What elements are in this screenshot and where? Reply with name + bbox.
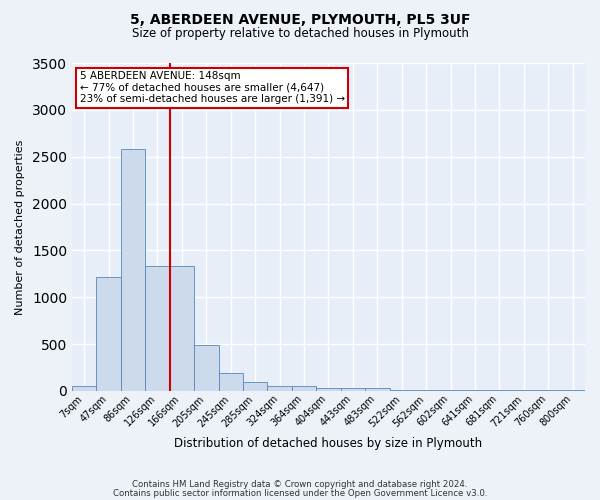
Text: Size of property relative to detached houses in Plymouth: Size of property relative to detached ho… <box>131 28 469 40</box>
Bar <box>243 382 268 391</box>
Text: 5, ABERDEEN AVENUE, PLYMOUTH, PL5 3UF: 5, ABERDEEN AVENUE, PLYMOUTH, PL5 3UF <box>130 12 470 26</box>
X-axis label: Distribution of detached houses by size in Plymouth: Distribution of detached houses by size … <box>175 437 482 450</box>
Bar <box>341 388 365 391</box>
Bar <box>218 373 243 391</box>
Bar <box>145 266 170 391</box>
Bar <box>121 149 145 391</box>
Text: Contains public sector information licensed under the Open Government Licence v3: Contains public sector information licen… <box>113 488 487 498</box>
Bar <box>194 345 218 391</box>
Bar <box>170 266 194 391</box>
Bar <box>97 276 121 391</box>
Bar <box>365 388 389 391</box>
Bar <box>268 386 292 391</box>
Bar <box>72 386 97 391</box>
Bar <box>292 386 316 391</box>
Text: Contains HM Land Registry data © Crown copyright and database right 2024.: Contains HM Land Registry data © Crown c… <box>132 480 468 489</box>
Y-axis label: Number of detached properties: Number of detached properties <box>15 140 25 314</box>
Bar <box>316 388 341 391</box>
Text: 5 ABERDEEN AVENUE: 148sqm
← 77% of detached houses are smaller (4,647)
23% of se: 5 ABERDEEN AVENUE: 148sqm ← 77% of detac… <box>80 71 345 104</box>
